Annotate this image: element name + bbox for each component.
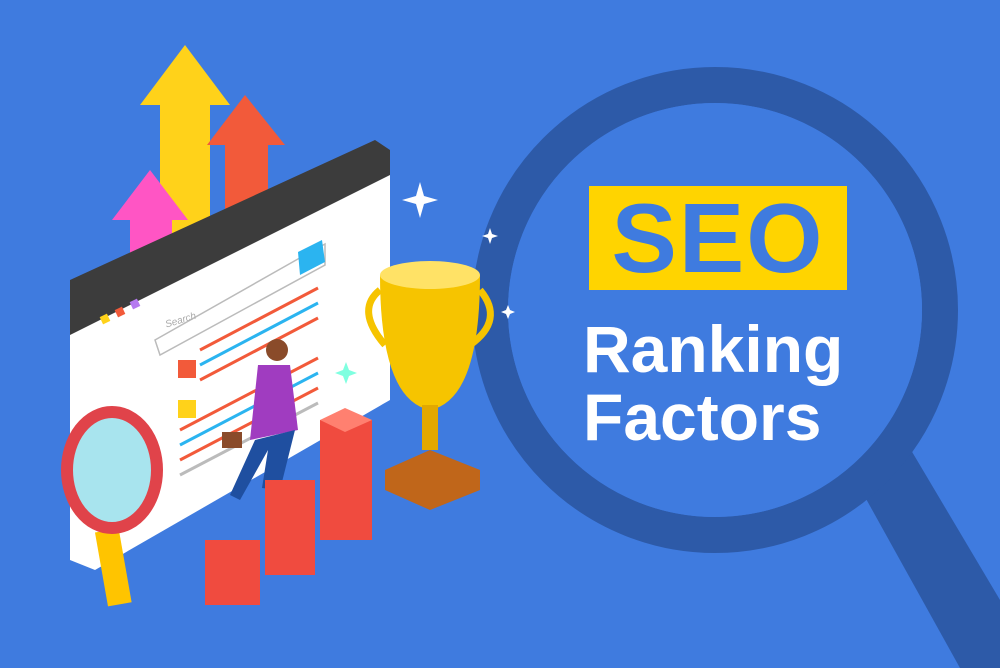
small-magnifier-icon	[61, 406, 163, 607]
search-button[interactable]	[298, 240, 325, 275]
bar-steps	[205, 408, 372, 605]
seo-badge: SEO	[589, 186, 847, 290]
sparkle-icon	[335, 182, 515, 384]
seo-badge-text: SEO	[611, 183, 825, 293]
headline-line-1: Ranking	[583, 312, 844, 386]
headline-line-2: Factors	[583, 380, 822, 454]
trophy-icon	[365, 261, 494, 510]
